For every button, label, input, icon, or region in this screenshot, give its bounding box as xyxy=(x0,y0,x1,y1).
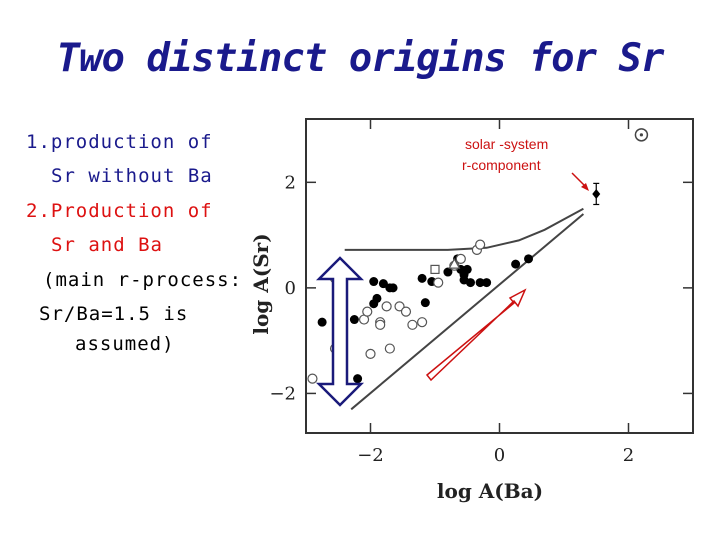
data-point-open xyxy=(433,277,444,288)
data-point-open xyxy=(417,317,428,328)
x-axis-label: log A(Ba) xyxy=(437,479,543,503)
data-point-open xyxy=(307,373,318,384)
lower-line-line xyxy=(350,213,585,411)
data-point-open xyxy=(381,301,392,312)
data-point-filled xyxy=(317,317,327,327)
data-point-open xyxy=(407,319,418,330)
data-point-open xyxy=(455,253,466,264)
data-point-open xyxy=(365,348,376,359)
note-line-1: (main r-process: xyxy=(43,269,243,291)
slide-title: Two distinct origins for Sr xyxy=(56,36,665,81)
bullet-2-text-1: Production of xyxy=(50,200,213,222)
note-line-3: assumed) xyxy=(75,333,175,355)
data-point-filled xyxy=(511,259,521,269)
y-axis-label: log A(Sr) xyxy=(249,233,273,334)
x-tick-label: −2 xyxy=(357,445,384,466)
annotation-pointer-head xyxy=(581,183,589,191)
annotation-line-2: r-component xyxy=(462,157,541,173)
vertical-double-arrow xyxy=(315,256,365,407)
bullet-2-number: 2. xyxy=(26,200,51,222)
data-point-open xyxy=(384,343,395,354)
data-point-open xyxy=(400,306,412,317)
data-point-triangle xyxy=(448,257,461,269)
data-point-filled xyxy=(417,273,427,283)
sun-symbol-dot xyxy=(639,133,644,137)
annotation-line-1: solar -system xyxy=(465,136,548,152)
bullet-2-line-1: 2.Production of xyxy=(26,200,213,222)
diagonal-arrow xyxy=(425,288,527,382)
bullet-2-text-2: Sr and Ba xyxy=(51,234,163,256)
data-point-filled xyxy=(482,278,492,288)
data-point-filled xyxy=(459,275,469,285)
upper-curve-line xyxy=(344,207,584,251)
note-line-2: Sr/Ba=1.5 is xyxy=(39,303,189,325)
data-point-filled xyxy=(388,283,398,293)
data-point-filled xyxy=(378,279,388,289)
data-point-square xyxy=(430,264,440,275)
y-tick-label: 2 xyxy=(285,172,296,193)
y-tick-label: 0 xyxy=(285,278,296,299)
data-point-open xyxy=(394,301,405,312)
data-point-filled xyxy=(462,264,472,274)
bullet-1-line-1: 1.production of xyxy=(26,131,213,153)
bullet-1-text-1: production of xyxy=(50,131,213,153)
data-point-filled xyxy=(443,267,453,277)
data-point-filled xyxy=(353,374,363,384)
x-tick-label: 2 xyxy=(623,445,634,466)
bullet-1-number: 1. xyxy=(26,131,51,153)
data-point-filled xyxy=(420,298,430,308)
data-point-filled xyxy=(349,315,359,325)
y-tick-label: −2 xyxy=(269,383,296,404)
data-point-open xyxy=(362,306,373,317)
data-point-open xyxy=(375,319,386,330)
data-point-open xyxy=(475,239,486,250)
data-point-filled xyxy=(372,293,382,303)
data-point-filled xyxy=(369,277,379,287)
data-point-diamond xyxy=(592,188,601,199)
data-point-filled xyxy=(475,278,485,288)
data-point-filled xyxy=(524,254,534,264)
bullet-1-text-2: Sr without Ba xyxy=(51,165,213,187)
x-tick-label: 0 xyxy=(494,445,505,466)
